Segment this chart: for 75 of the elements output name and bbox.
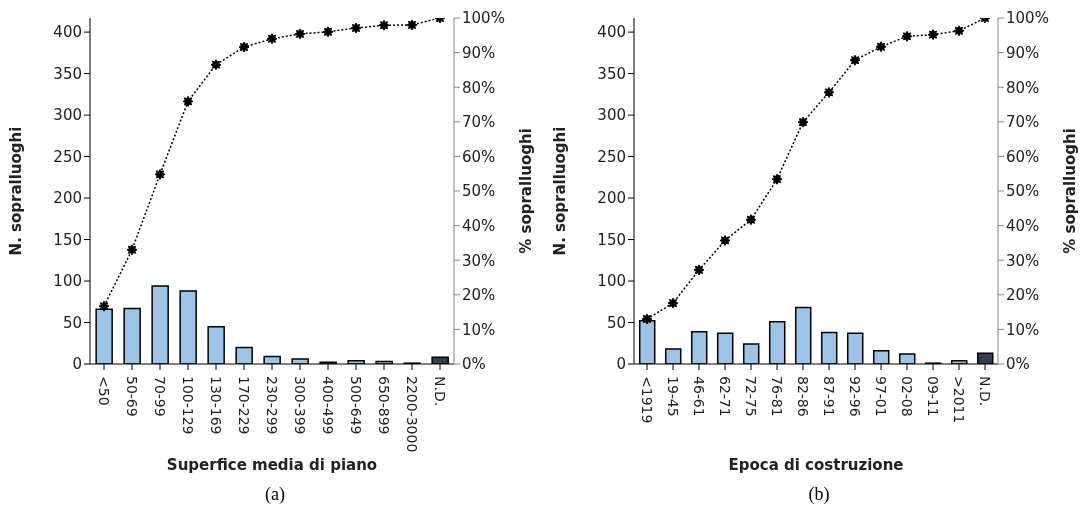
y-tick-label: 0 [616, 355, 626, 374]
x-tick-label: 2200-3000 [404, 376, 420, 453]
y-tick-label: 150 [53, 230, 82, 249]
y2-tick-label: 0% [462, 355, 486, 374]
x-tick-label: 82-86 [795, 376, 811, 417]
x-tick-label: 130-169 [208, 376, 224, 435]
y-tick-label: 0 [72, 355, 82, 374]
y2-tick-label: 90% [1006, 43, 1040, 62]
x-axis-title: Superfice media di piano [166, 456, 378, 474]
y-tick-label: 350 [53, 64, 82, 83]
y2-tick-label: 80% [1006, 78, 1040, 97]
x-tick-label: 50-69 [124, 376, 140, 417]
y2-tick-label: 80% [462, 78, 496, 97]
x-tick-label: 46-61 [691, 376, 707, 417]
x-tick-label: 70-99 [152, 376, 168, 417]
y2-tick-label: 20% [1006, 286, 1040, 305]
y2-tick-label: 0% [1006, 355, 1030, 374]
x-tick-label: 76-81 [769, 376, 785, 417]
y-tick-label: 200 [597, 189, 626, 208]
x-axis-title: Epoca di costruzione [728, 456, 904, 474]
y-tick-label: 100 [597, 272, 626, 291]
x-tick-label: 02-08 [899, 376, 915, 417]
x-tick-label: 72-75 [743, 376, 759, 417]
y2-tick-label: 50% [1006, 182, 1040, 201]
y2-tick-label: 60% [462, 147, 496, 166]
x-tick-label: 170-229 [236, 376, 252, 435]
y2-tick-label: 10% [1006, 320, 1040, 339]
x-tick-label: <1919 [639, 376, 655, 424]
y-tick-label: 300 [597, 106, 626, 125]
y-tick-label: 300 [53, 106, 82, 125]
x-tick-label: <50 [96, 376, 112, 406]
y2-tick-label: 70% [462, 113, 496, 132]
x-tick-label: >2011 [951, 376, 967, 424]
x-tick-label: 19-45 [665, 376, 681, 417]
y2-tick-label: 40% [462, 216, 496, 235]
x-tick-label: 09-11 [925, 376, 941, 417]
y-axis-title: N. sopralluoghi [551, 126, 570, 256]
y-tick-label: 250 [53, 147, 82, 166]
y2-tick-label: 90% [462, 43, 496, 62]
y-tick-label: 50 [62, 313, 82, 332]
x-tick-label: 650-899 [376, 376, 392, 435]
y2-tick-label: 100% [1006, 9, 1049, 28]
y2-tick-label: 10% [462, 320, 496, 339]
x-tick-label: 230-299 [264, 376, 280, 435]
y2-tick-label: 60% [1006, 147, 1040, 166]
y-tick-label: 200 [53, 189, 82, 208]
x-tick-label: 300-399 [292, 376, 308, 435]
y2-axis-title: % sopralluoghi [517, 128, 536, 254]
y2-tick-label: 40% [1006, 216, 1040, 235]
y-tick-label: 150 [597, 230, 626, 249]
x-tick-label: 100-129 [180, 376, 196, 435]
y2-tick-label: 100% [462, 9, 505, 28]
text: (b) [807, 484, 831, 505]
x-tick-label: N.D. [432, 376, 448, 407]
x-tick-label: 400-499 [320, 376, 336, 435]
x-tick-label: N.D. [977, 376, 993, 407]
y2-tick-label: 30% [1006, 251, 1040, 270]
text: (a) [264, 484, 286, 505]
x-tick-label: 92-96 [847, 376, 863, 417]
x-tick-label: 87-91 [821, 376, 837, 417]
y-tick-label: 400 [597, 23, 626, 42]
y-tick-label: 100 [53, 272, 82, 291]
y-tick-label: 350 [597, 64, 626, 83]
x-tick-label: 500-649 [348, 376, 364, 435]
y2-axis-title: % sopralluoghi [1061, 128, 1080, 254]
y2-tick-label: 30% [462, 251, 496, 270]
x-tick-label: 62-71 [717, 376, 733, 417]
y-tick-label: 250 [597, 147, 626, 166]
y-tick-label: 50 [606, 313, 626, 332]
y2-tick-label: 20% [462, 286, 496, 305]
y2-tick-label: 50% [462, 182, 496, 201]
y2-tick-label: 70% [1006, 113, 1040, 132]
y-tick-label: 400 [53, 23, 82, 42]
y-axis-title: N. sopralluoghi [7, 126, 26, 256]
x-tick-label: 97-01 [873, 376, 889, 417]
